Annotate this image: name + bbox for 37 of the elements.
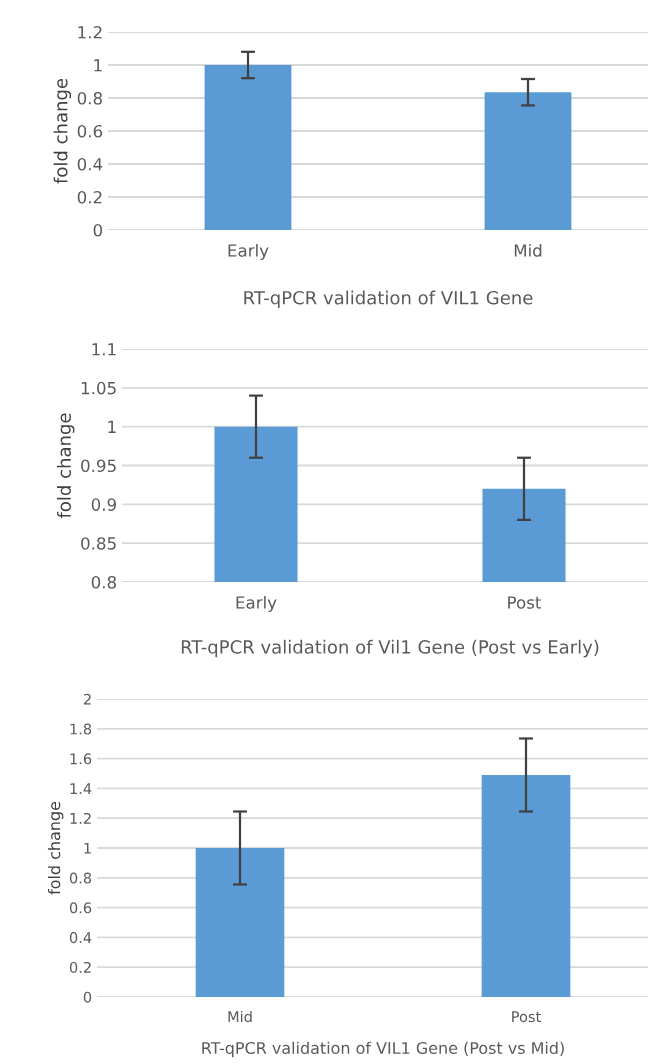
y-tick-label: 1.8 bbox=[70, 723, 92, 735]
y-tick-label: 0.2 bbox=[69, 961, 91, 973]
y-tick-label: 0.8 bbox=[69, 872, 92, 884]
y-tick-label: 1.6 bbox=[70, 753, 92, 765]
y-tick-label: 1 bbox=[108, 420, 116, 433]
y-tick-label: 0.6 bbox=[69, 902, 92, 914]
y-tick-label: 0 bbox=[83, 991, 92, 1003]
x-tick-label: Post bbox=[508, 596, 542, 609]
y-tick-label: 0.85 bbox=[81, 537, 116, 550]
x-tick-label: Mid bbox=[514, 243, 542, 257]
x-tick-label: Mid bbox=[228, 1010, 252, 1023]
y-tick-label: 0.9 bbox=[91, 498, 116, 511]
y-tick-label: 0.95 bbox=[81, 459, 116, 473]
x-tick-label: Post bbox=[512, 1011, 541, 1023]
y-tick-label: 1 bbox=[84, 842, 91, 854]
x-axis-title: RT-qPCR validation of VIL1 Gene bbox=[244, 290, 533, 309]
x-tick-label: Early bbox=[228, 243, 269, 261]
y-tick-label: 1.4 bbox=[70, 783, 92, 794]
x-axis-title: RT-qPCR validation of Vil1 Gene (Post vs Early) bbox=[181, 639, 599, 658]
x-axis-title: RT-qPCR validation of VIL1 Gene (Post vs Mid) bbox=[202, 1041, 564, 1058]
y-tick-label: 0.4 bbox=[69, 932, 92, 944]
y-axis-title: fold change bbox=[53, 78, 72, 184]
y-tick-label: 1.2 bbox=[70, 812, 91, 824]
y-tick-label: 0.2 bbox=[77, 190, 102, 204]
y-tick-label: 0.6 bbox=[77, 124, 103, 138]
y-tick-label: 0.8 bbox=[77, 91, 102, 105]
y-axis-title: fold change bbox=[47, 801, 64, 895]
y-tick-label: 0.4 bbox=[77, 157, 103, 171]
y-tick-label: 1.1 bbox=[92, 343, 116, 356]
x-tick-label: Early bbox=[236, 595, 277, 613]
y-tick-label: 1 bbox=[94, 59, 102, 72]
y-tick-label: 0 bbox=[93, 223, 103, 237]
y-tick-label: 1.05 bbox=[81, 381, 116, 395]
y-tick-label: 2 bbox=[83, 693, 91, 705]
y-axis-title: fold change bbox=[57, 413, 75, 519]
y-tick-label: 0.8 bbox=[91, 575, 116, 589]
y-tick-label: 1.2 bbox=[78, 25, 102, 39]
